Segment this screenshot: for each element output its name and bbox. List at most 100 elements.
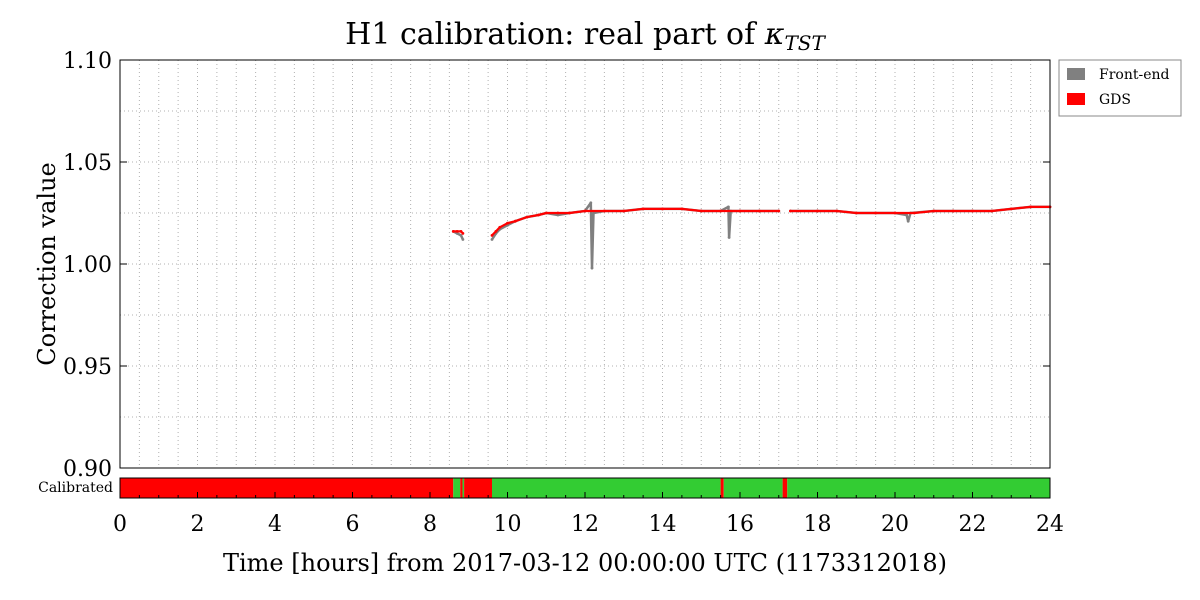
data-point-gds <box>789 209 792 213</box>
data-point-gds <box>451 230 455 233</box>
data-point-gds <box>699 209 703 213</box>
segment-bar: Calibrated 0 2 4 6 8 10 12 14 16 18 20 22 24 <box>38 477 1064 537</box>
data-point-front-end <box>455 232 459 235</box>
main-plot: 0.90 0.95 1.00 1.05 1.10 <box>63 49 1052 482</box>
data-point-gds <box>490 234 494 237</box>
segment-bar-fills <box>120 478 1050 498</box>
data-point-gds <box>641 207 645 211</box>
x-tick-label: 8 <box>423 512 437 537</box>
data-point-gds <box>835 209 839 213</box>
y-ticks: 0.90 0.95 1.00 1.05 1.10 <box>63 49 1050 482</box>
data-point-gds <box>583 209 587 213</box>
chart-title-symbol: κ <box>764 17 785 52</box>
y-tick-label: 1.00 <box>63 253 112 278</box>
data-point-gds <box>459 230 463 233</box>
data-point-gds <box>622 209 626 213</box>
segment-uncalibrated <box>782 478 788 498</box>
data-point-gds <box>971 209 974 213</box>
legend: Front-end GDS <box>1058 59 1182 117</box>
y-tick-label: 0.95 <box>63 355 112 380</box>
data-point-gds <box>816 209 819 213</box>
data-point-gds <box>494 230 498 233</box>
x-axis-label: Time [hours] from 2017-03-12 00:00:00 UT… <box>223 549 947 577</box>
data-point-gds <box>498 225 502 229</box>
legend-swatch-gds <box>1067 93 1085 105</box>
data-point-gds <box>893 211 897 215</box>
data-point-gds <box>568 211 571 215</box>
data-point-gds <box>913 211 916 215</box>
data-point-front-end <box>461 238 465 241</box>
chart-title: H1 calibration: real part of κTST <box>345 17 826 55</box>
x-tick-label: 10 <box>494 512 522 537</box>
legend-label-gds: GDS <box>1099 92 1131 108</box>
legend-swatch-front-end <box>1067 68 1085 80</box>
segment-uncalibrated <box>720 478 724 498</box>
segment-uncalibrated <box>460 478 463 498</box>
data-point-front-end <box>589 201 593 205</box>
y-axis-label: Correction value <box>33 162 61 365</box>
legend-label-front-end: Front-end <box>1099 67 1170 83</box>
data-point-gds <box>932 209 936 213</box>
data-point-gds <box>661 207 664 211</box>
data-point-gds <box>951 209 955 213</box>
grid <box>120 60 1050 468</box>
data-point-gds <box>738 209 742 213</box>
x-tick-label: 20 <box>881 512 909 537</box>
data-point-gds <box>455 230 459 233</box>
segment-calibrated <box>787 478 1050 498</box>
y-tick-label: 1.05 <box>63 151 112 176</box>
data-point-front-end <box>490 238 494 241</box>
segment-calibrated <box>453 478 461 498</box>
x-tick-label: 22 <box>959 512 987 537</box>
data-point-gds <box>506 221 509 225</box>
data-point-front-end <box>906 219 910 223</box>
data-point-gds <box>525 215 529 219</box>
data-point-gds <box>777 209 781 213</box>
x-ticks: 0 2 4 6 8 10 12 14 16 18 20 22 24 <box>113 492 1064 537</box>
data-point-gds <box>854 211 858 215</box>
x-tick-label: 2 <box>191 512 205 537</box>
data-point-gds <box>990 209 994 213</box>
plot-frame <box>119 59 1051 469</box>
chart-title-main: H1 calibration: real part of <box>345 17 765 52</box>
data-point-gds <box>680 207 684 211</box>
series-layer <box>451 201 1052 270</box>
data-point-gds <box>461 232 465 235</box>
segment-calibrated <box>462 478 465 498</box>
data-point-front-end <box>459 234 463 237</box>
chart-title-subscript: TST <box>784 31 826 55</box>
data-point-front-end <box>727 236 731 239</box>
data-point-gds <box>556 211 560 215</box>
segment-uncalibrated <box>120 478 454 498</box>
data-point-gds <box>719 209 722 213</box>
x-tick-label: 24 <box>1036 512 1064 537</box>
data-point-gds <box>1029 205 1032 209</box>
data-point-gds <box>537 213 540 217</box>
data-point-gds <box>513 219 517 223</box>
data-point-gds <box>1009 207 1013 211</box>
data-point-gds <box>874 211 877 215</box>
segment-bar-label: Calibrated <box>38 480 113 496</box>
data-point-gds <box>544 211 548 215</box>
segment-calibrated <box>492 478 721 498</box>
data-point-front-end <box>727 205 730 209</box>
x-tick-label: 16 <box>726 512 754 537</box>
x-tick-label: 4 <box>268 512 282 537</box>
x-tick-label: 12 <box>571 512 599 537</box>
data-point-front-end <box>592 211 595 215</box>
series-line-gds <box>790 205 1050 215</box>
data-point-gds <box>758 209 761 213</box>
x-tick-label: 18 <box>804 512 832 537</box>
y-tick-label: 1.10 <box>63 49 112 74</box>
data-point-front-end <box>905 213 908 217</box>
x-tick-label: 0 <box>113 512 127 537</box>
data-point-gds <box>603 209 606 213</box>
y-tick-label: 0.90 <box>63 457 112 482</box>
data-point-front-end <box>556 213 560 217</box>
data-point-front-end <box>590 266 594 270</box>
x-tick-label: 14 <box>649 512 677 537</box>
x-tick-label: 6 <box>346 512 360 537</box>
segment-uncalibrated <box>464 478 492 498</box>
segment-calibrated <box>723 478 783 498</box>
